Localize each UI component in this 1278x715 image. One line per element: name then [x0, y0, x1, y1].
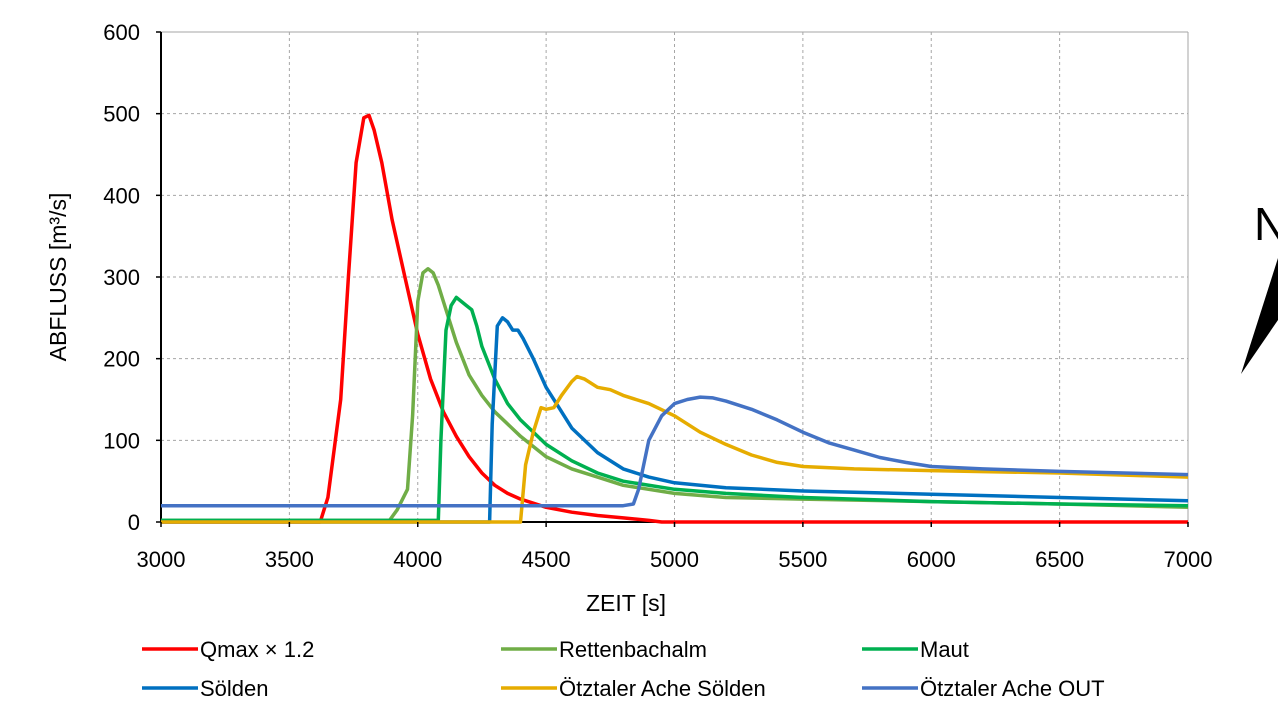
- y-tick-label: 100: [103, 428, 140, 453]
- series-line-5: [161, 374, 1189, 524]
- legend-label: Rettenbachalm: [559, 637, 707, 662]
- legend-label: Sölden: [200, 676, 269, 701]
- north-arrow-label: N: [1254, 198, 1278, 250]
- legend-label: Qmax × 1.2: [200, 637, 314, 662]
- series-lines: [161, 113, 1189, 524]
- y-axis-title: ABFLUSS [m³/s]: [45, 193, 71, 362]
- legend: Qmax × 1.2 Rettenbachalm Maut Sölden Ötztale…: [142, 637, 1105, 701]
- north-arrow: N: [1241, 198, 1278, 374]
- legend-label: Ötztaler Ache OUT: [920, 676, 1105, 701]
- series-line-6: [161, 395, 1189, 508]
- tick-labels: 3000 3500 4000 4500 5000 5500 6000 6500 7000 0 100…: [103, 20, 1212, 572]
- x-tick-label: 6500: [1035, 547, 1084, 572]
- x-tick-label: 4500: [522, 547, 571, 572]
- legend-label: Maut: [920, 637, 969, 662]
- x-tick-label: 3500: [265, 547, 314, 572]
- x-tick-label: 5000: [650, 547, 699, 572]
- y-tick-label: 200: [103, 347, 140, 372]
- x-axis-title: ZEIT [s]: [586, 590, 666, 616]
- x-tick-label: 3000: [137, 547, 186, 572]
- legend-label: Ötztaler Ache Sölden: [559, 676, 766, 701]
- x-tick-label: 4000: [393, 547, 442, 572]
- north-arrow-icon: [1241, 258, 1278, 374]
- series-line-2: [161, 267, 1189, 523]
- series-line-3: [161, 295, 1189, 523]
- y-tick-label: 300: [103, 265, 140, 290]
- y-tick-label: 500: [103, 102, 140, 127]
- x-tick-label: 7000: [1164, 547, 1213, 572]
- series-line-4: [161, 316, 1189, 524]
- y-tick-label: 0: [128, 510, 140, 535]
- x-tick-label: 6000: [907, 547, 956, 572]
- y-tick-label: 600: [103, 20, 140, 45]
- grid: [161, 31, 1189, 522]
- y-tick-label: 400: [103, 183, 140, 208]
- x-tick-label: 5500: [778, 547, 827, 572]
